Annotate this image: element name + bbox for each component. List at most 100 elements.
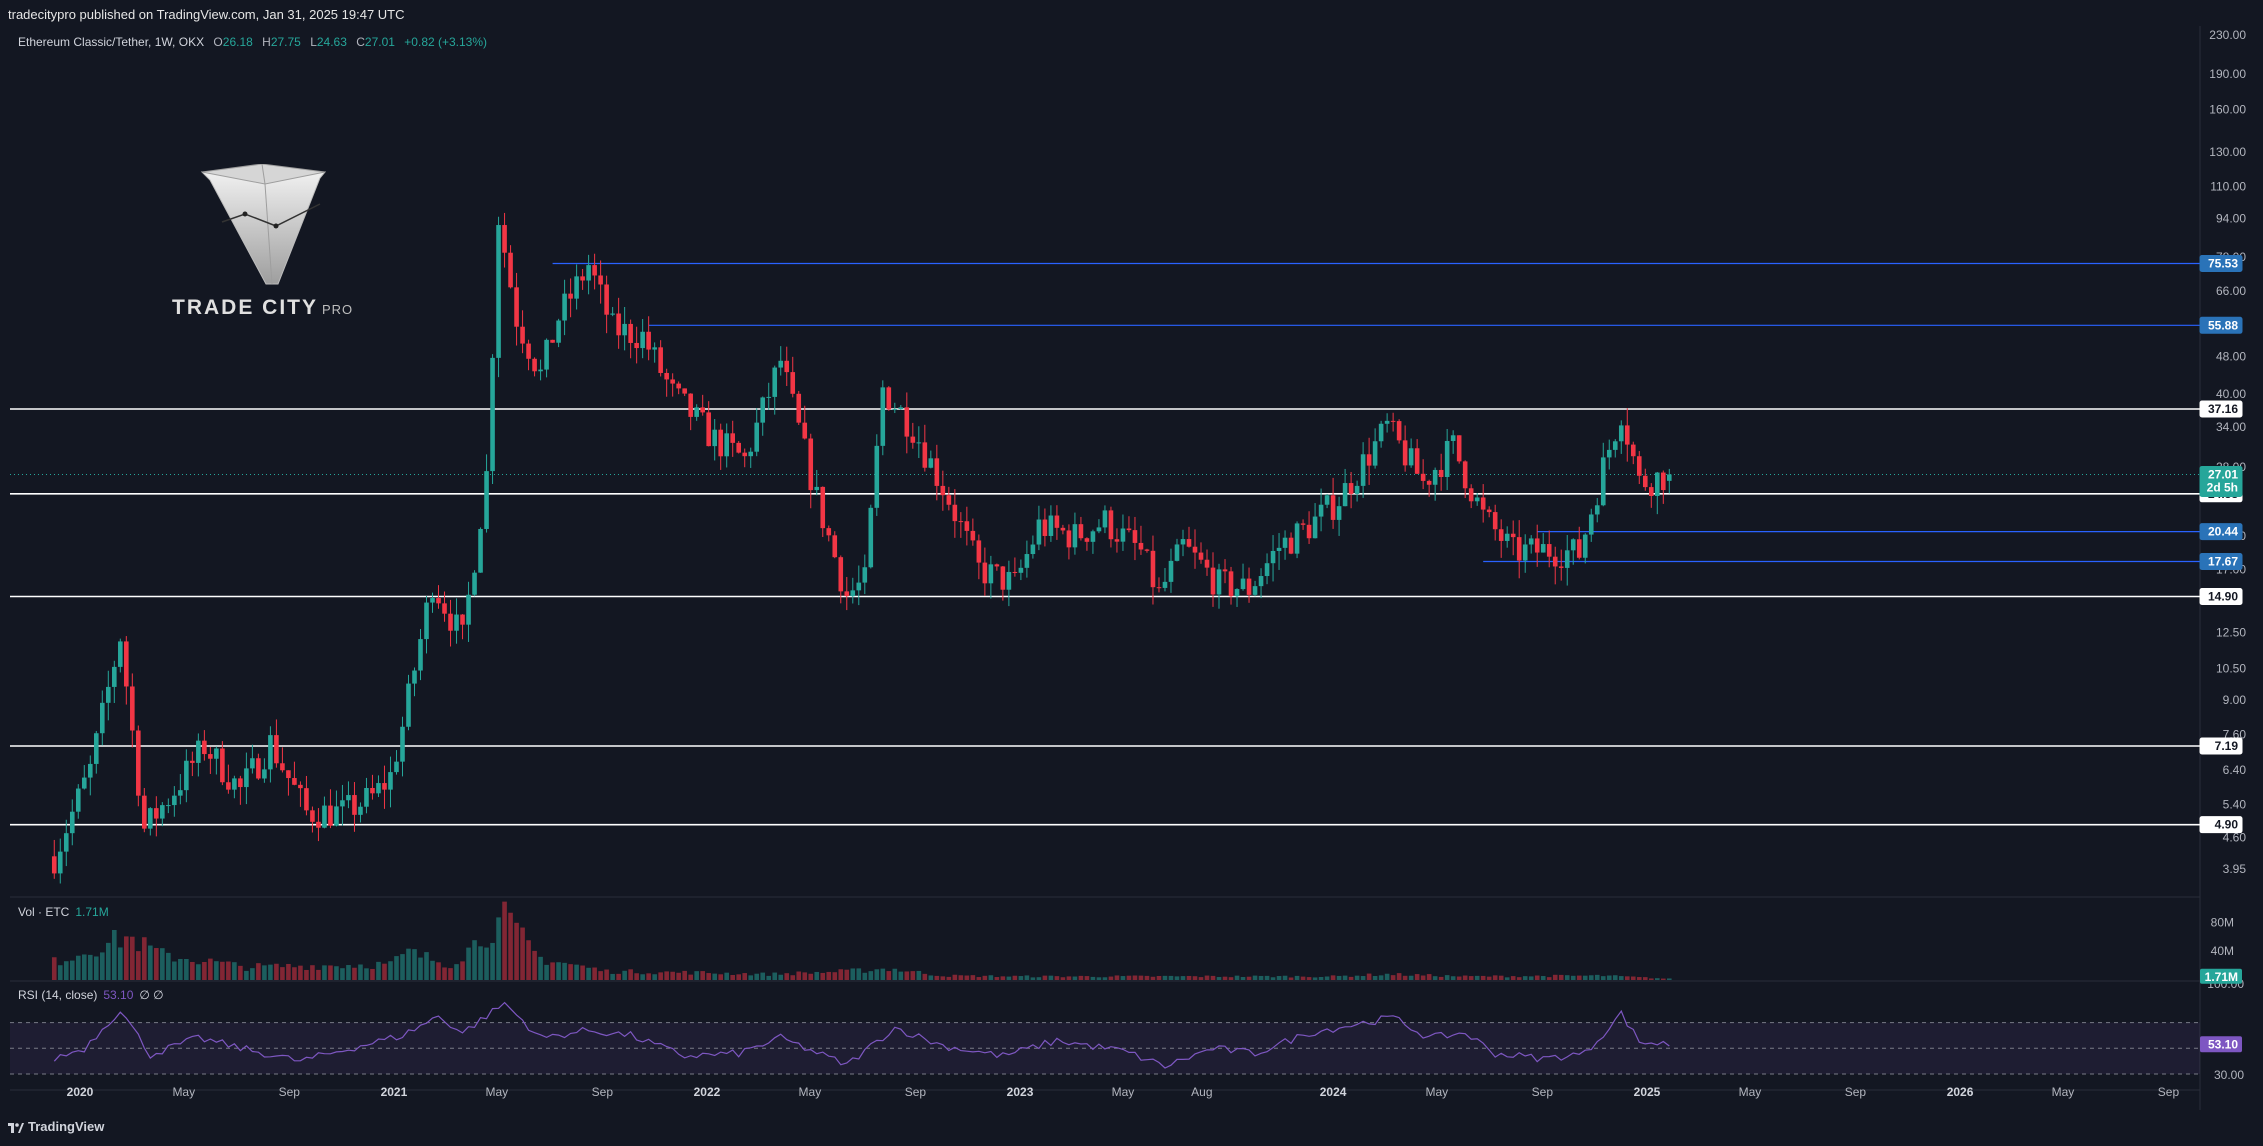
candle (1144, 548, 1150, 553)
volume-bar (154, 948, 159, 980)
candle (1000, 566, 1006, 601)
volume-bar (958, 975, 964, 980)
svg-text:37.16: 37.16 (2208, 402, 2238, 416)
candle (1576, 526, 1582, 560)
footer-brand[interactable]: TradingView (28, 1119, 105, 1134)
volume-bar (226, 961, 231, 980)
price-tag: 75.53 (2199, 254, 2243, 272)
price-tag: 7.19 (2199, 737, 2243, 755)
volume-bar (1330, 975, 1336, 980)
volume-bar (628, 969, 633, 980)
volume-bar (688, 974, 693, 980)
candle (262, 758, 267, 783)
candle (640, 319, 645, 359)
candle (424, 595, 429, 654)
volume-bar (1096, 977, 1102, 980)
candle (850, 577, 856, 604)
volume-bar (1246, 976, 1252, 980)
volume-bar (190, 961, 195, 980)
candle (880, 380, 886, 456)
price-tick: 9.00 (2223, 693, 2247, 707)
candle (280, 747, 285, 773)
volume-bar (1588, 975, 1594, 980)
volume-bar (532, 950, 537, 980)
volume-bar (352, 967, 357, 980)
symbol-legend[interactable]: Ethereum Classic/Tether, 1W, OKX O26.18 … (18, 35, 487, 49)
candle (958, 512, 964, 538)
volume-bar (1012, 975, 1018, 980)
volume-bar (1564, 975, 1570, 980)
candle (838, 555, 844, 604)
volume-bar (1144, 975, 1150, 980)
volume-tag: 1.71M (2200, 968, 2242, 984)
volume-legend[interactable]: Vol · ETC 1.71M (18, 905, 109, 919)
candle (226, 764, 231, 794)
volume-bar (1072, 976, 1078, 980)
volume-bar (1006, 976, 1012, 980)
candle (1180, 529, 1186, 557)
volume-bar (1546, 977, 1552, 980)
candle (562, 279, 567, 336)
volume-bar (1000, 976, 1006, 980)
candle (346, 781, 351, 809)
volume-bar (1432, 976, 1438, 980)
candle (580, 268, 585, 290)
symbol-name[interactable]: Ethereum Classic/Tether, 1W, OKX (18, 35, 205, 49)
rsi-value: 53.10 (103, 988, 134, 1002)
volume-bar (1408, 975, 1414, 980)
candle (1108, 506, 1114, 548)
volume-label[interactable]: Vol · ETC (18, 905, 70, 919)
candle (1420, 459, 1426, 490)
candle (892, 402, 898, 414)
close-value: 27.01 (364, 35, 395, 49)
price-pane[interactable] (10, 26, 2201, 1110)
candle (93, 730, 99, 774)
candle (1174, 538, 1180, 562)
volume-bar (1354, 975, 1360, 980)
candle (1636, 451, 1642, 485)
volume-bar (81, 954, 87, 980)
svg-text:4.90: 4.90 (2215, 818, 2239, 832)
volume-bar (802, 972, 808, 980)
candle (1318, 488, 1324, 532)
candle (472, 570, 477, 597)
candle (1630, 441, 1636, 465)
volume-bar (322, 965, 327, 980)
candle (550, 339, 555, 343)
candle (1234, 588, 1240, 607)
candle (988, 555, 994, 599)
volume-bar (1360, 976, 1366, 980)
volume-bar (1582, 975, 1588, 980)
volume-bar (988, 975, 994, 980)
volume-bar (814, 971, 820, 980)
candle (310, 806, 315, 833)
candle (598, 260, 603, 304)
change-value: +0.82 (+3.13%) (404, 35, 488, 49)
candle (190, 751, 195, 777)
volume-bar (1576, 975, 1582, 980)
time-axis[interactable]: 2020 May Sep 2021 May Sep 2022 May Sep 2023 May Aug… (67, 1085, 2180, 1099)
candle (87, 755, 93, 796)
open-value: 26.18 (222, 35, 253, 49)
volume-bar (1390, 975, 1396, 980)
candle (826, 525, 832, 542)
price-tick: 160.00 (2209, 102, 2246, 116)
volume-bar (63, 961, 69, 980)
rsi-label[interactable]: RSI (14, close) (18, 988, 98, 1002)
footer[interactable]: TradingView (8, 1119, 104, 1134)
volume-bar (1414, 974, 1420, 980)
volume-bar (1642, 977, 1648, 980)
price-axis[interactable]: 230.00190.00160.00130.00110.0094.0078.00… (2207, 28, 2246, 1082)
candle (406, 674, 411, 731)
candle (1090, 529, 1096, 554)
candle (766, 382, 772, 410)
candle (970, 518, 976, 546)
time-tick: Sep (279, 1085, 301, 1099)
rsi-legend[interactable]: RSI (14, close) 53.10 ∅ ∅ (18, 988, 164, 1002)
candle (250, 744, 255, 774)
volume-bar (1498, 975, 1504, 980)
candle (382, 765, 387, 809)
volume-bar (1438, 976, 1444, 980)
volume-bar (1654, 978, 1660, 980)
